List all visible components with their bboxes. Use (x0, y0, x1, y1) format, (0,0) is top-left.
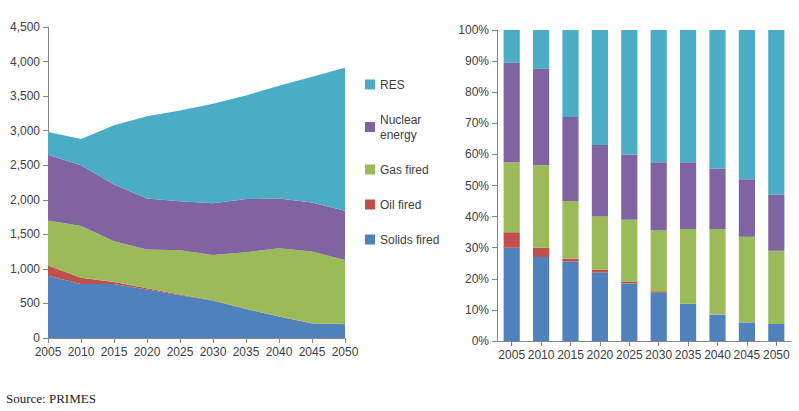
svg-text:2040: 2040 (266, 345, 293, 359)
svg-text:2050: 2050 (763, 348, 790, 362)
svg-text:10%: 10% (465, 303, 489, 317)
svg-text:Nuclear: Nuclear (380, 113, 425, 127)
svg-text:500: 500 (20, 296, 40, 310)
svg-text:3,500: 3,500 (10, 89, 40, 103)
svg-text:2045: 2045 (299, 345, 326, 359)
svg-text:80%: 80% (465, 85, 489, 99)
svg-text:2015: 2015 (557, 348, 584, 362)
svg-text:4,000: 4,000 (10, 55, 40, 69)
svg-text:30%: 30% (465, 241, 489, 255)
svg-text:2005: 2005 (498, 348, 525, 362)
svg-text:RES: RES (380, 78, 405, 92)
svg-text:20%: 20% (465, 272, 489, 286)
svg-text:50%: 50% (465, 179, 489, 193)
svg-text:2035: 2035 (233, 345, 260, 359)
svg-text:70%: 70% (465, 116, 489, 130)
svg-text:2020: 2020 (134, 345, 161, 359)
svg-text:2010: 2010 (68, 345, 95, 359)
svg-text:Gas fired: Gas fired (380, 163, 429, 177)
svg-text:4,500: 4,500 (10, 20, 40, 34)
svg-text:2015: 2015 (101, 345, 128, 359)
svg-text:energy: energy (380, 128, 417, 142)
svg-text:Solids fired: Solids fired (380, 233, 439, 247)
svg-text:Oil fired: Oil fired (380, 198, 421, 212)
svg-text:2035: 2035 (675, 348, 702, 362)
html-text:Source: PRIMES: Source: PRIMES (6, 391, 96, 406)
svg-text:2030: 2030 (200, 345, 227, 359)
svg-text:2045: 2045 (734, 348, 761, 362)
svg-text:3,000: 3,000 (10, 124, 40, 138)
svg-text:2025: 2025 (616, 348, 643, 362)
svg-text:100%: 100% (458, 23, 489, 37)
svg-text:1,500: 1,500 (10, 227, 40, 241)
svg-text:2040: 2040 (704, 348, 731, 362)
svg-text:2025: 2025 (167, 345, 194, 359)
svg-text:2010: 2010 (528, 348, 555, 362)
svg-text:2020: 2020 (587, 348, 614, 362)
svg-text:2,000: 2,000 (10, 193, 40, 207)
svg-text:40%: 40% (465, 210, 489, 224)
svg-text:2030: 2030 (645, 348, 672, 362)
svg-text:1,000: 1,000 (10, 262, 40, 276)
svg-text:90%: 90% (465, 54, 489, 68)
svg-text:0%: 0% (472, 334, 490, 348)
svg-text:0: 0 (33, 331, 40, 345)
svg-text:2,500: 2,500 (10, 158, 40, 172)
svg-text:2050: 2050 (332, 345, 359, 359)
svg-text:2005: 2005 (35, 345, 62, 359)
svg-text:60%: 60% (465, 147, 489, 161)
